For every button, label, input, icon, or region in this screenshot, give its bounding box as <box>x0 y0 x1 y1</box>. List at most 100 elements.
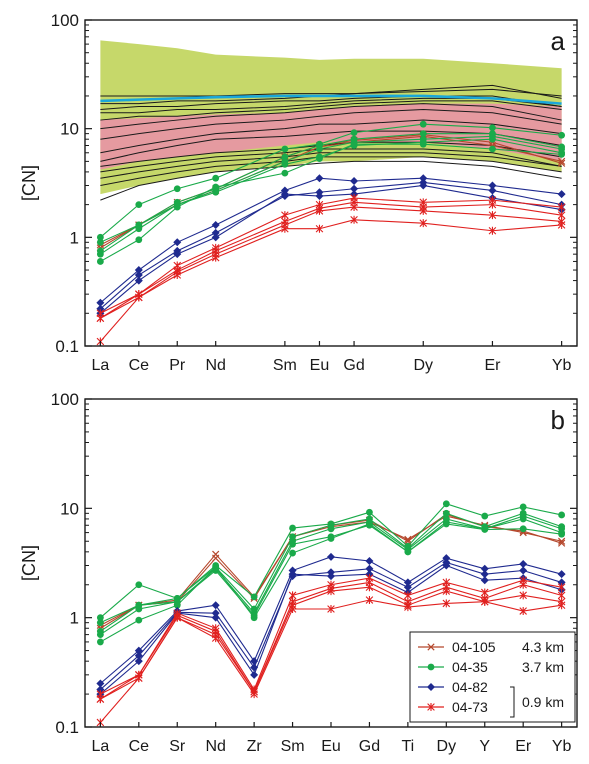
data-point <box>96 695 105 704</box>
data-point <box>558 150 566 158</box>
series-line <box>100 184 562 314</box>
data-point <box>404 603 412 612</box>
panel-label: a <box>551 26 566 56</box>
data-point <box>327 605 335 614</box>
legend-label: 04-73 <box>452 699 488 715</box>
data-point <box>519 503 527 511</box>
highlight-line <box>100 94 562 105</box>
data-point <box>134 271 143 280</box>
data-point <box>135 201 143 209</box>
data-point <box>327 525 335 533</box>
data-point <box>96 233 104 241</box>
data-point <box>557 203 566 212</box>
data-point <box>211 253 220 262</box>
data-point <box>519 566 528 575</box>
reference-line <box>100 88 562 97</box>
data-point <box>488 211 497 220</box>
x-tick-label: Gd <box>343 357 364 374</box>
data-point <box>96 631 104 639</box>
data-point <box>327 552 335 561</box>
panel-a: 0.1 1 10 100 [CN] La Ce Pr Nd Sm Eu Gd Dy Er Yb a <box>19 11 578 374</box>
legend-marker <box>427 663 435 671</box>
series-line <box>100 201 562 319</box>
data-point <box>557 601 566 610</box>
series-line <box>100 138 562 255</box>
data-point <box>442 561 451 570</box>
envelope-pink <box>100 103 562 170</box>
data-point <box>134 657 143 666</box>
y-tick-label: 100 <box>51 390 79 409</box>
data-point <box>350 176 359 185</box>
legend-marker <box>427 683 435 691</box>
data-point <box>403 578 412 587</box>
series-line <box>100 206 562 319</box>
data-point <box>366 520 373 528</box>
x-tick-label: Dy <box>437 738 457 755</box>
x-tick-label: Zr <box>247 738 263 755</box>
series-line <box>100 143 562 262</box>
series-04-82 <box>96 174 566 307</box>
data-point <box>96 250 104 258</box>
data-point <box>96 614 104 622</box>
data-point <box>281 145 289 153</box>
x-tick-label: Sm <box>281 738 305 755</box>
data-point <box>419 130 427 138</box>
data-point <box>488 181 497 190</box>
data-point <box>365 556 374 565</box>
series-04-73 <box>96 215 566 346</box>
y-tick-label: 0.1 <box>55 718 79 737</box>
data-point <box>96 314 105 323</box>
data-point <box>519 559 528 568</box>
data-point <box>289 524 296 532</box>
data-point <box>250 593 258 601</box>
data-point <box>419 219 428 228</box>
data-point <box>211 613 220 622</box>
data-point <box>173 613 182 622</box>
data-point <box>442 520 450 528</box>
data-point <box>350 140 358 148</box>
series-04-35 <box>96 520 566 646</box>
series-04-73 <box>96 203 566 323</box>
data-point <box>519 525 527 533</box>
legend-depth: 4.3 km <box>522 639 564 655</box>
y-axis: 0.1 1 10 100 <box>51 390 577 737</box>
reference-line <box>100 130 562 162</box>
data-point <box>211 609 220 618</box>
x-tick-label: Ce <box>129 357 150 374</box>
data-point <box>281 160 289 168</box>
data-point <box>212 183 220 191</box>
data-point <box>481 526 489 533</box>
data-point <box>488 200 497 209</box>
x-tick-label: Sr <box>169 738 186 755</box>
x-tick-label: Eu <box>310 357 330 374</box>
reference-line <box>100 156 562 186</box>
data-point <box>558 131 566 139</box>
y-tick-label: 100 <box>51 11 79 30</box>
data-point <box>212 188 220 196</box>
y-axis-label: [CN] <box>19 545 39 581</box>
data-point <box>350 129 358 137</box>
data-point <box>419 140 427 148</box>
x-tick-label: Eu <box>321 738 341 755</box>
data-point <box>558 511 566 519</box>
legend-bracket-label: 0.9 km <box>522 694 564 710</box>
data-point <box>480 576 489 585</box>
data-point <box>558 539 566 547</box>
legend: 04-105 4.3 km 04-35 3.7 km 04-82 04-73 0.9 km <box>409 631 576 723</box>
data-point <box>315 174 324 183</box>
reference-line <box>100 119 562 154</box>
x-tick-label: La <box>91 357 109 374</box>
series-04-35 <box>96 140 566 265</box>
data-point <box>519 580 527 589</box>
x-tick-label: Er <box>484 357 501 374</box>
data-point <box>134 276 143 285</box>
x-tick-label: La <box>91 738 109 755</box>
x-tick-label: Pr <box>169 357 186 374</box>
data-point <box>419 120 427 128</box>
data-point <box>480 564 489 573</box>
data-point <box>134 266 143 275</box>
data-point <box>366 508 373 516</box>
data-point <box>135 293 143 302</box>
